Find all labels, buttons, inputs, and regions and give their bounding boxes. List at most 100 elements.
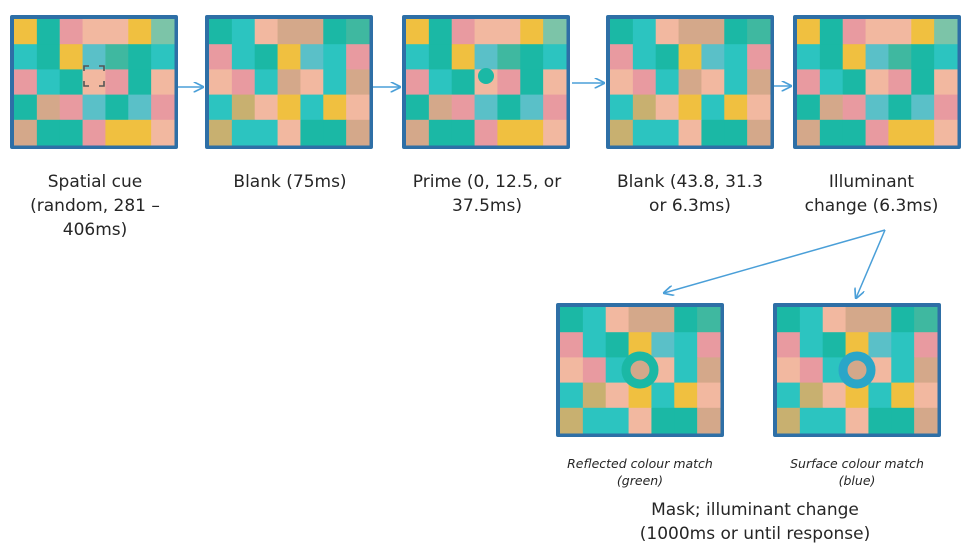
mondrian-patch [520, 94, 544, 121]
mondrian-patch [610, 69, 634, 96]
mondrian-patch [560, 332, 584, 358]
mondrian-patch [520, 44, 544, 70]
mondrian-patch [151, 94, 175, 121]
mondrian-stimulus [793, 15, 961, 149]
mondrian-patch [560, 382, 584, 409]
stage-panel-blank-1 [205, 15, 373, 149]
mondrian-patch [36, 19, 61, 45]
mondrian-patch [610, 94, 634, 121]
mondrian-patch [678, 119, 702, 146]
mondrian-patch [582, 332, 607, 358]
mondrian-patch [842, 94, 867, 121]
mondrian-patch [209, 44, 233, 70]
spatial-cue-marker [83, 65, 105, 87]
mondrian-stimulus [205, 15, 373, 149]
mondrian-patch [323, 94, 347, 121]
mondrian-patch [474, 19, 498, 45]
mondrian-patch [300, 94, 324, 121]
mondrian-patch [128, 119, 152, 146]
mondrian-patch [105, 19, 129, 45]
mondrian-patch [822, 332, 847, 358]
mondrian-patch [891, 382, 915, 409]
mondrian-patch [59, 119, 84, 146]
mondrian-patch [582, 357, 607, 384]
arrow-to-surface [856, 229, 886, 298]
mondrian-patch [82, 94, 106, 121]
outcome-label-surface: Surface colour match (blue) [790, 456, 924, 488]
mondrian-patch [934, 44, 958, 70]
mondrian-patch [797, 69, 821, 96]
mondrian-patch [724, 119, 748, 146]
mondrian-patch [799, 332, 824, 358]
mondrian-patch [105, 119, 129, 146]
mondrian-patch [701, 119, 725, 146]
mondrian-patch [59, 94, 84, 121]
mondrian-patch [300, 69, 324, 96]
mondrian-stimulus [606, 15, 774, 149]
mondrian-patch [59, 19, 84, 45]
mondrian-patch [14, 94, 38, 121]
mondrian-patch [451, 44, 476, 70]
mondrian-patch [300, 19, 324, 45]
mondrian-patch [323, 19, 347, 45]
arrow-to-reflected [664, 229, 886, 293]
mondrian-patch [797, 19, 821, 45]
mondrian-patch [82, 119, 106, 146]
mondrian-patch [697, 382, 721, 409]
mondrian-patch [105, 69, 129, 96]
mondrian-patch [674, 332, 698, 358]
mondrian-stimulus [10, 15, 178, 149]
mondrian-patch [128, 44, 152, 70]
mondrian-patch [651, 332, 675, 358]
mondrian-patch [605, 307, 630, 333]
mondrian-patch [231, 94, 256, 121]
mondrian-patch [323, 44, 347, 70]
mondrian-patch [209, 69, 233, 96]
mondrian-patch [724, 44, 748, 70]
mondrian-patch [628, 332, 652, 358]
mondrian-patch [651, 407, 675, 434]
mondrian-patch [819, 44, 844, 70]
mondrian-patch [724, 94, 748, 121]
mondrian-patch [582, 407, 607, 434]
mondrian-patch [724, 69, 748, 96]
mondrian-patch [701, 69, 725, 96]
mondrian-patch [799, 407, 824, 434]
mondrian-patch [632, 44, 657, 70]
mondrian-patch [888, 44, 912, 70]
outcome-panel-surface [773, 303, 941, 437]
mondrian-patch [797, 119, 821, 146]
mondrian-patch [799, 307, 824, 333]
mondrian-patch [868, 332, 892, 358]
mondrian-patch [651, 307, 675, 333]
mondrian-patch [842, 44, 867, 70]
mondrian-patch [105, 44, 129, 70]
mondrian-patch [346, 69, 370, 96]
mondrian-patch [14, 44, 38, 70]
mondrian-patch [36, 119, 61, 146]
stage-label-blank-1: Blank (75ms) [233, 172, 347, 192]
mondrian-patch [799, 382, 824, 409]
mondrian-patch [300, 119, 324, 146]
mondrian-patch [674, 407, 698, 434]
stage-panel-prime [402, 15, 570, 149]
mondrian-patch [277, 44, 301, 70]
mondrian-patch [697, 357, 721, 384]
mondrian-patch [914, 407, 938, 434]
mondrian-patch [105, 94, 129, 121]
mondrian-patch [777, 307, 801, 333]
mondrian-patch [543, 119, 567, 146]
mondrian-patch [632, 19, 657, 45]
mondrian-patch [254, 94, 279, 121]
mondrian-patch [911, 44, 935, 70]
mondrian-patch [822, 407, 847, 434]
mondrian-patch [868, 407, 892, 434]
mondrian-patch [474, 94, 498, 121]
mondrian-patch [797, 44, 821, 70]
mondrian-patch [865, 94, 889, 121]
mondrian-patch [451, 19, 476, 45]
mondrian-patch [655, 94, 680, 121]
mondrian-patch [845, 382, 869, 409]
outcome-label-reflected: Reflected colour match (green) [567, 456, 713, 488]
